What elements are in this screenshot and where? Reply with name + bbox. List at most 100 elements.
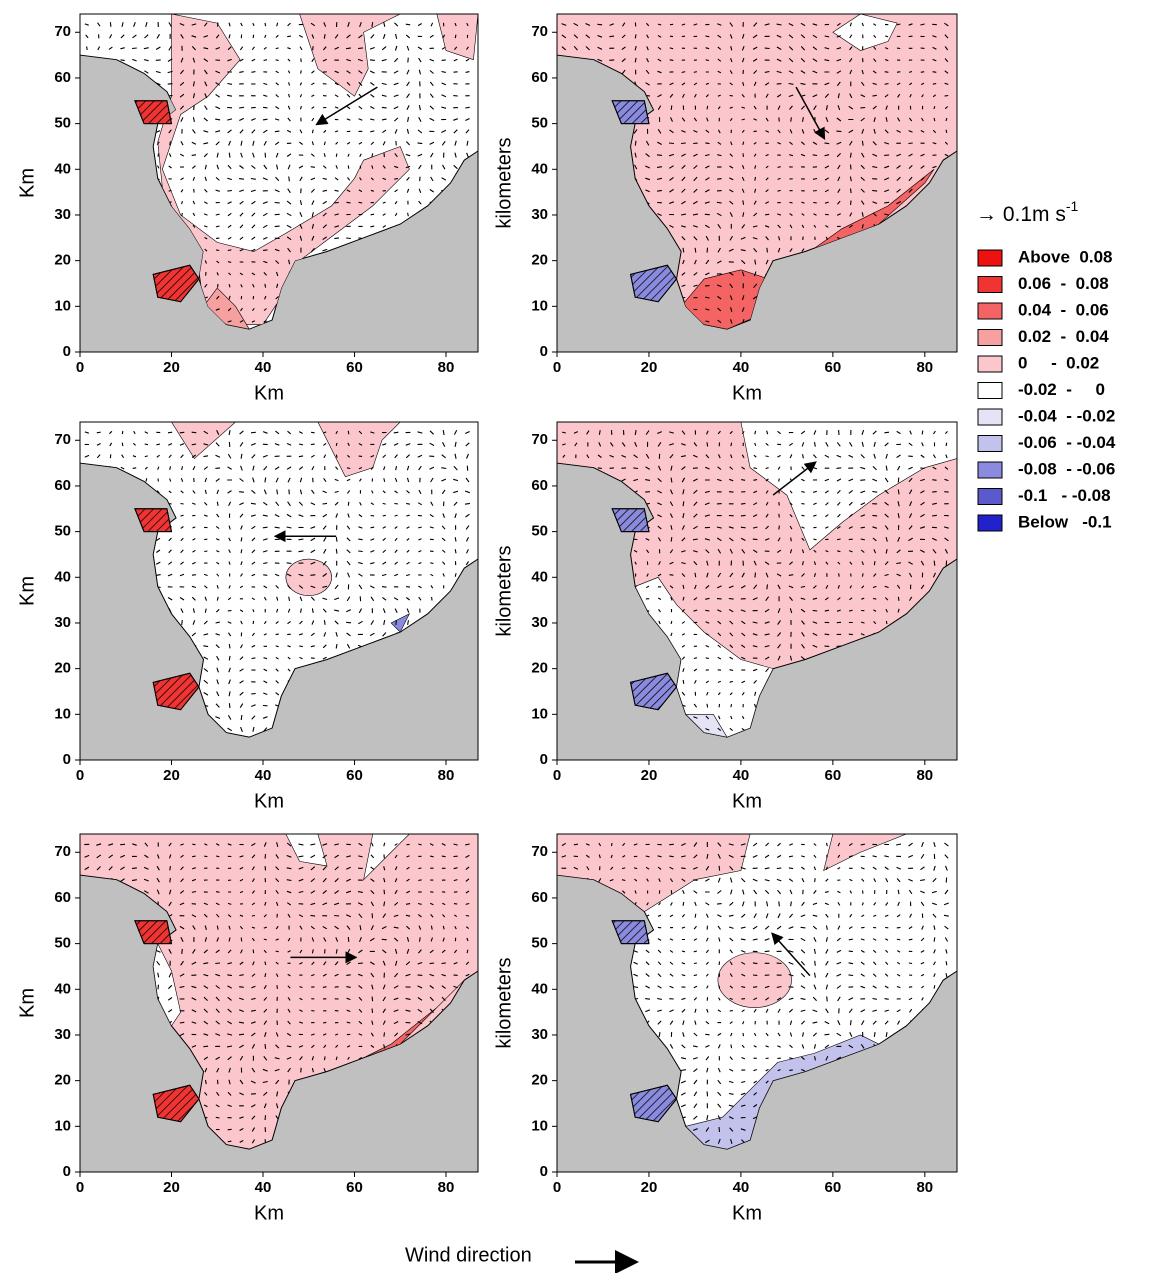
map-panel: 0 20 40 60 80 0 10 20 30 40 50 60 70 Km Km [16, 833, 479, 1224]
lagoon-hatch [152, 1084, 200, 1123]
y-axis-label: Km [16, 988, 38, 1018]
map-panel: 0 20 40 60 80 0 10 20 30 40 50 60 70 Km kilometers [493, 13, 958, 404]
legend-swatch [977, 355, 1003, 373]
y-tick-label: 40 [531, 568, 548, 585]
y-tick-label: 10 [54, 297, 71, 314]
y-tick-label: 60 [531, 477, 548, 494]
legend-swatch [977, 488, 1003, 505]
legend-swatch [977, 276, 1003, 293]
legend-label: Above 0.08 [1018, 247, 1113, 266]
y-tick-label: 0 [63, 1163, 71, 1180]
anomaly-patch [557, 834, 751, 913]
x-tick-label: 80 [438, 1179, 455, 1196]
y-tick-label: 60 [54, 477, 71, 494]
lagoon-hatch [629, 672, 678, 711]
y-tick-label: 70 [531, 843, 548, 860]
x-tick-label: 40 [255, 359, 272, 376]
y-axis-label: kilometers [493, 137, 515, 228]
y-tick-label: 20 [54, 660, 71, 677]
y-tick-label: 40 [54, 980, 71, 997]
map-panel: 0 20 40 60 80 0 10 20 30 40 50 60 70 Km Km [16, 421, 479, 812]
y-tick-label: 0 [540, 343, 548, 360]
y-tick-label: 50 [531, 115, 548, 132]
x-tick-label: 20 [163, 767, 180, 784]
legend-label: -0.06 - -0.04 [1018, 433, 1116, 452]
y-tick-label: 30 [54, 1026, 71, 1043]
anomaly-patch [823, 834, 907, 872]
anomaly-patch [717, 952, 792, 1008]
wind-arrow [315, 86, 378, 126]
map-panel: 0 20 40 60 80 0 10 20 30 40 50 60 70 Km Km [16, 13, 479, 404]
y-tick-label: 0 [540, 751, 548, 768]
y-tick-label: 60 [54, 889, 71, 906]
y-axis-label: kilometers [493, 957, 515, 1048]
legend-label: 0 - 0.02 [1018, 353, 1099, 372]
y-tick-label: 60 [531, 69, 548, 86]
x-tick-label: 0 [553, 1179, 561, 1196]
y-tick-label: 0 [540, 1163, 548, 1180]
x-tick-label: 60 [825, 767, 842, 784]
map-panel: 0 20 40 60 80 0 10 20 30 40 50 60 70 Km kilometers [493, 833, 958, 1224]
water [79, 833, 479, 1150]
anomaly-patch [285, 558, 332, 596]
y-tick-label: 30 [531, 1026, 548, 1043]
y-tick-label: 70 [54, 843, 71, 860]
legend-label: -0.08 - -0.06 [1018, 459, 1115, 478]
x-tick-label: 0 [76, 1179, 84, 1196]
lagoon-hatch [629, 264, 678, 303]
anomaly-patch [809, 169, 935, 252]
x-axis-label: Km [732, 382, 762, 404]
wind-label: Wind direction [405, 1244, 532, 1266]
plot-frame [556, 421, 958, 761]
y-axis-label: Km [16, 168, 38, 198]
legend-label: -0.04 - -0.02 [1018, 406, 1115, 425]
legend-swatch [977, 435, 1003, 452]
lagoon-hatch [152, 672, 200, 711]
water-layer [561, 422, 957, 738]
x-tick-label: 0 [76, 359, 84, 376]
anomaly-patch [170, 422, 237, 460]
y-tick-label: 30 [54, 206, 71, 223]
x-tick-label: 80 [916, 359, 933, 376]
plot-frame [79, 13, 479, 353]
water [79, 421, 479, 738]
anomaly-patch [285, 834, 328, 867]
y-tick-label: 60 [531, 889, 548, 906]
y-tick-label: 40 [54, 160, 71, 177]
x-tick-label: 20 [641, 767, 658, 784]
x-tick-label: 40 [255, 767, 272, 784]
anomaly-patch [152, 942, 181, 1027]
legend-swatch [977, 408, 1003, 426]
y-axis-label: kilometers [493, 545, 515, 636]
y-tick-label: 10 [54, 1117, 71, 1134]
x-tick-label: 60 [346, 359, 363, 376]
y-tick-label: 40 [531, 160, 548, 177]
legend-label: -0.02 - 0 [1018, 380, 1105, 399]
water-layer [561, 14, 950, 330]
x-axis-label: Km [732, 1202, 762, 1224]
x-tick-label: 60 [346, 1179, 363, 1196]
lagoon-hatch [611, 508, 650, 533]
y-tick-label: 70 [54, 431, 71, 448]
scale-exponent: -1 [1066, 198, 1079, 214]
legend: → 0.1m s-1 Above 0.08 0.06 - 0.08 0.04 - 0.… [976, 198, 1116, 532]
y-tick-label: 0 [63, 343, 71, 360]
x-axis-label: Km [254, 790, 284, 812]
plot-frame [556, 13, 958, 353]
plot-frame [556, 833, 958, 1173]
x-tick-label: 80 [916, 1179, 933, 1196]
anomaly-patch [317, 422, 401, 478]
x-tick-label: 0 [76, 767, 84, 784]
y-tick-label: 70 [54, 23, 71, 40]
y-tick-label: 50 [531, 523, 548, 540]
x-tick-label: 40 [733, 359, 750, 376]
wind-arrow [771, 932, 811, 977]
y-tick-label: 10 [531, 297, 548, 314]
legend-swatch [977, 514, 1003, 532]
x-tick-label: 80 [916, 767, 933, 784]
legend-label: Below -0.1 [1018, 512, 1112, 531]
y-tick-label: 30 [531, 206, 548, 223]
x-tick-label: 20 [163, 359, 180, 376]
x-axis-label: Km [254, 1202, 284, 1224]
